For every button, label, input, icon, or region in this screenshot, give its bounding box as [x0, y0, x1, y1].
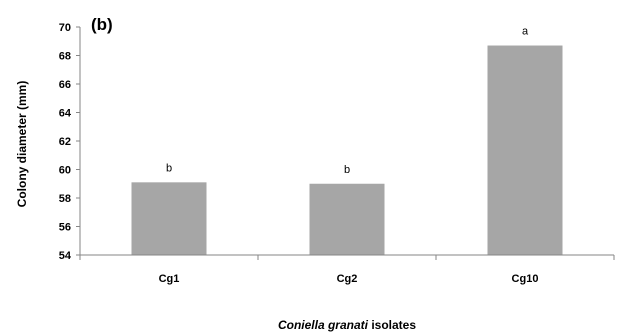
panel-label: (b) [91, 15, 113, 34]
bar-significance-label: b [166, 162, 172, 174]
y-tick-label: 64 [59, 108, 72, 120]
bar-cg2 [309, 183, 385, 255]
y-tick-label: 68 [59, 51, 71, 63]
x-category-label: Cg1 [159, 273, 180, 285]
y-tick-label: 60 [59, 165, 71, 177]
bars [131, 45, 563, 256]
y-tick-label: 56 [59, 222, 71, 234]
x-axis-category-labels: Cg1 Cg2 Cg10 [159, 273, 539, 285]
y-tick-label: 58 [59, 193, 71, 205]
bar-cg1 [131, 182, 207, 255]
x-axis-title: Coniella granati isolates [278, 318, 416, 332]
y-axis-title: Colony diameter (mm) [15, 81, 29, 208]
y-tick-label: 66 [59, 79, 71, 91]
x-axis-title-rest: isolates [368, 318, 416, 332]
bar-significance-label: b [344, 164, 350, 176]
bar-significance-label: a [522, 26, 529, 38]
y-tick-label: 70 [59, 22, 71, 34]
y-axis-ticks: 54 56 58 60 62 64 66 68 70 [59, 22, 80, 262]
bar-labels: b b a [166, 26, 529, 176]
x-category-label: Cg2 [337, 273, 358, 285]
y-tick-label: 54 [59, 250, 72, 262]
x-category-label: Cg10 [512, 273, 539, 285]
x-axis-ticks [79, 255, 615, 260]
bar-cg10 [487, 45, 563, 256]
y-tick-label: 62 [59, 136, 71, 148]
x-axis-title-italic: Coniella granati [278, 318, 369, 332]
